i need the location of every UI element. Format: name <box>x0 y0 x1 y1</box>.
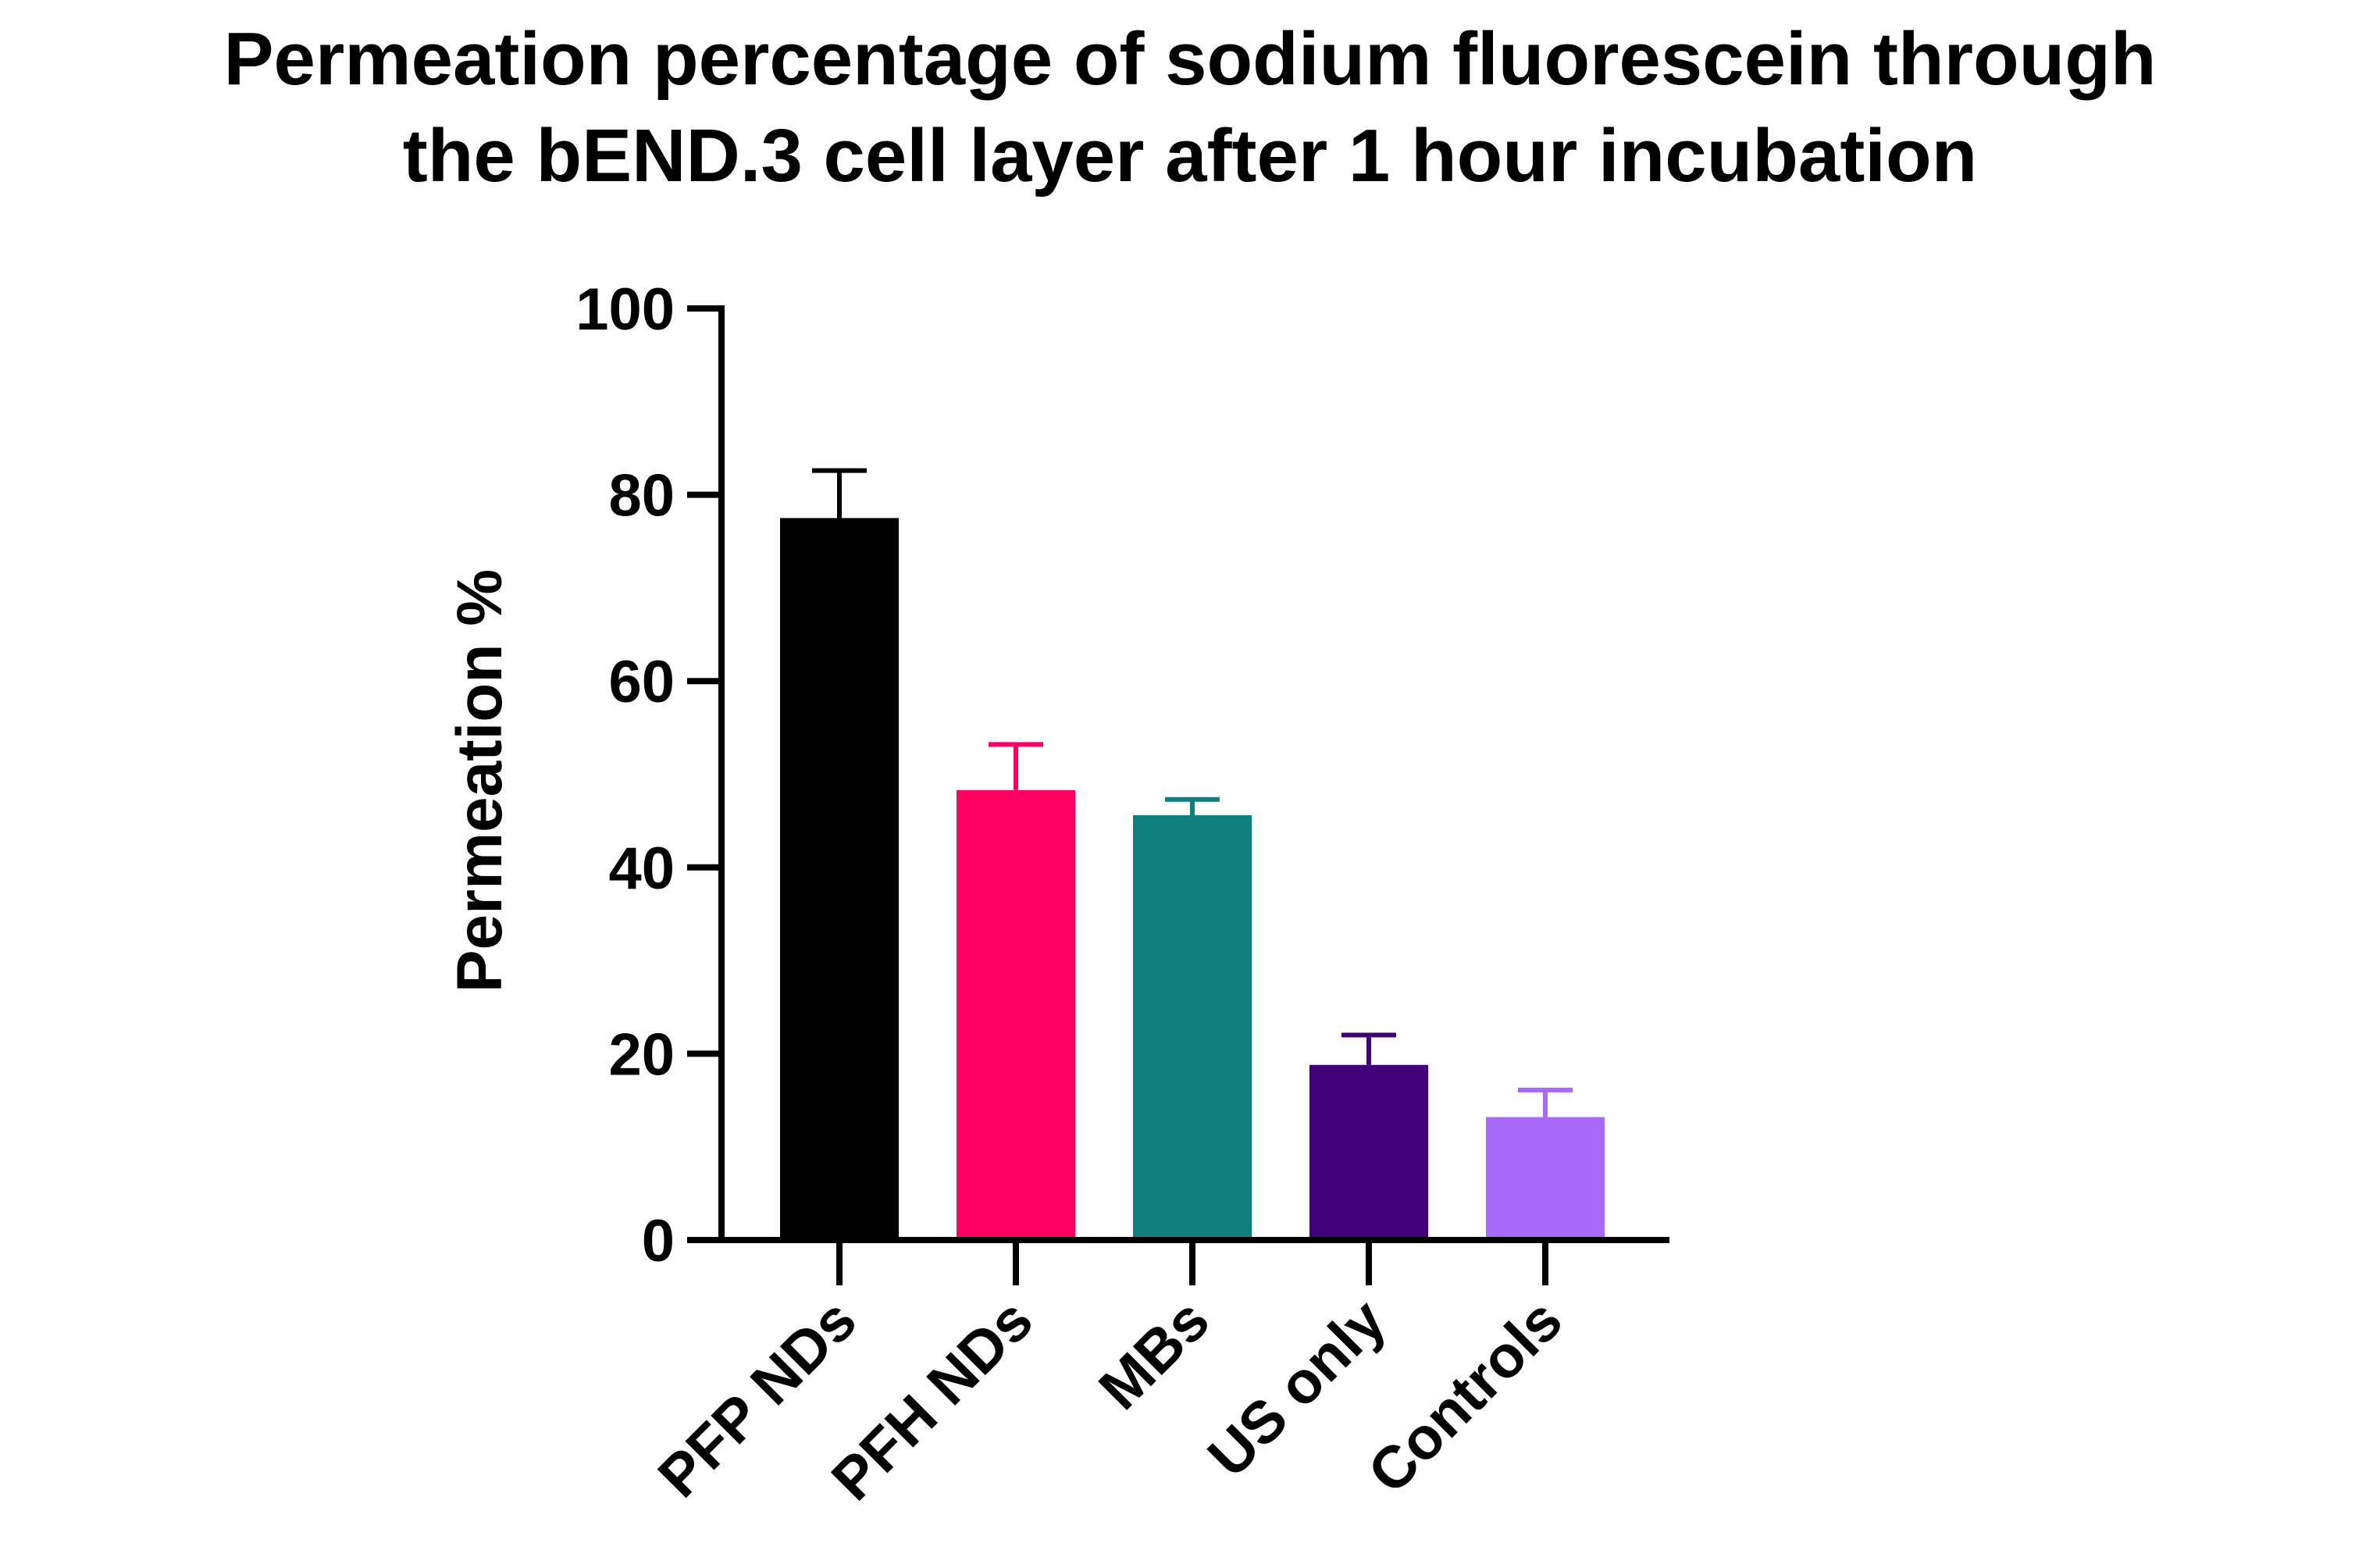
chart-title: Permeation percentage of sodium fluoresc… <box>223 17 2156 198</box>
y-tick-label-60: 60 <box>608 649 675 715</box>
bar-1 <box>780 518 899 1240</box>
y-tick-label-40: 40 <box>608 836 675 902</box>
bar-4 <box>1309 1064 1428 1240</box>
y-axis-title: Permeation % <box>444 569 515 992</box>
bar-3 <box>1133 814 1252 1240</box>
chart-title-line-1: Permeation percentage of sodium fluoresc… <box>223 17 2156 101</box>
y-tick-label-100: 100 <box>575 276 675 343</box>
y-tick-label-0: 0 <box>642 1208 675 1274</box>
y-tick-label-20: 20 <box>608 1021 675 1088</box>
chart-title-line-2: the bEND.3 cell layer after 1 hour incub… <box>403 114 1977 198</box>
x-tick-label-5: Controls <box>1356 1287 1575 1506</box>
bar-2 <box>957 789 1075 1240</box>
x-tick-label-3: MBs <box>1086 1287 1222 1423</box>
y-tick-label-80: 80 <box>608 463 675 529</box>
bar-5 <box>1486 1117 1605 1240</box>
